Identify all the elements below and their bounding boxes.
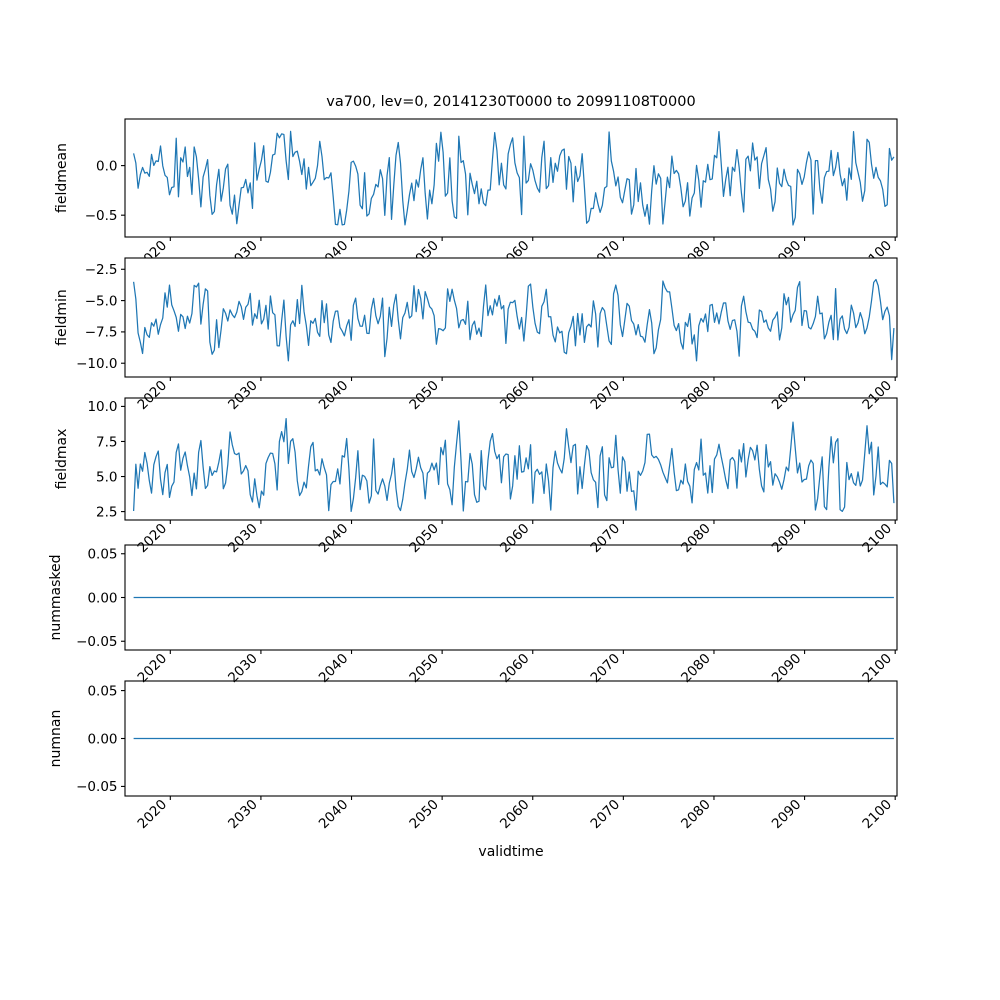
y-ticklabel-numnan-1: 0.00 [87,731,117,747]
x-axis-label: validtime [478,844,543,860]
figure-title: va700, lev=0, 20141230T0000 to 20991108T… [326,94,695,110]
axes-frame-fieldmax [124,397,898,521]
data-line-fieldmin [132,278,895,362]
x-ticklabel-numnan-6: 2080 [678,797,714,833]
y-axis-label-fieldmean: fieldmean [54,143,70,213]
y-axis-label-fieldmin: fieldmin [54,289,70,346]
data-line-fieldmax [132,417,895,513]
x-ticklabel-numnan-7: 2090 [769,797,805,833]
y-ticklabel-fieldmax-2: 5.0 [96,469,117,485]
y-ticklabel-fieldmean-0: 0.0 [96,158,117,174]
y-ticklabel-nummasked-0: 0.05 [87,547,117,563]
y-ticklabel-numnan-2: −0.05 [76,779,117,795]
x-ticklabel-numnan-4: 2060 [497,797,533,833]
y-ticklabel-fieldmin-3: −10.0 [76,356,117,372]
x-ticklabel-numnan-8: 2100 [859,797,895,833]
y-ticklabel-fieldmin-1: −5.0 [85,293,118,309]
x-ticklabel-numnan-0: 2020 [135,797,171,833]
y-ticklabel-nummasked-1: 0.00 [87,590,117,606]
y-axis-label-fieldmax: fieldmax [54,429,70,490]
x-ticklabel-numnan-2: 2040 [316,797,352,833]
y-ticklabel-fieldmax-0: 10.0 [87,399,117,415]
y-axis-label-nummasked: nummasked [48,554,64,640]
data-line-fieldmean [133,130,895,226]
y-ticklabel-numnan-0: 0.05 [87,683,117,699]
y-ticklabel-nummasked-2: −0.05 [76,634,117,650]
x-ticklabel-numnan-1: 2030 [225,797,261,833]
y-ticklabel-fieldmean-1: −0.5 [85,208,118,224]
x-ticklabel-numnan-5: 2070 [588,797,624,833]
x-ticklabel-numnan-3: 2050 [406,797,442,833]
panel-mask-1 [0,258,1000,377]
axes-frame-fieldmean [124,118,898,238]
y-ticklabel-fieldmin-2: −7.5 [85,325,118,341]
y-ticklabel-fieldmax-3: 2.5 [96,504,117,520]
y-ticklabel-fieldmax-1: 7.5 [96,434,117,450]
y-axis-label-numnan: numnan [48,710,64,768]
axes-frame-fieldmin [124,257,898,378]
y-ticklabel-fieldmin-0: −2.5 [85,262,118,278]
